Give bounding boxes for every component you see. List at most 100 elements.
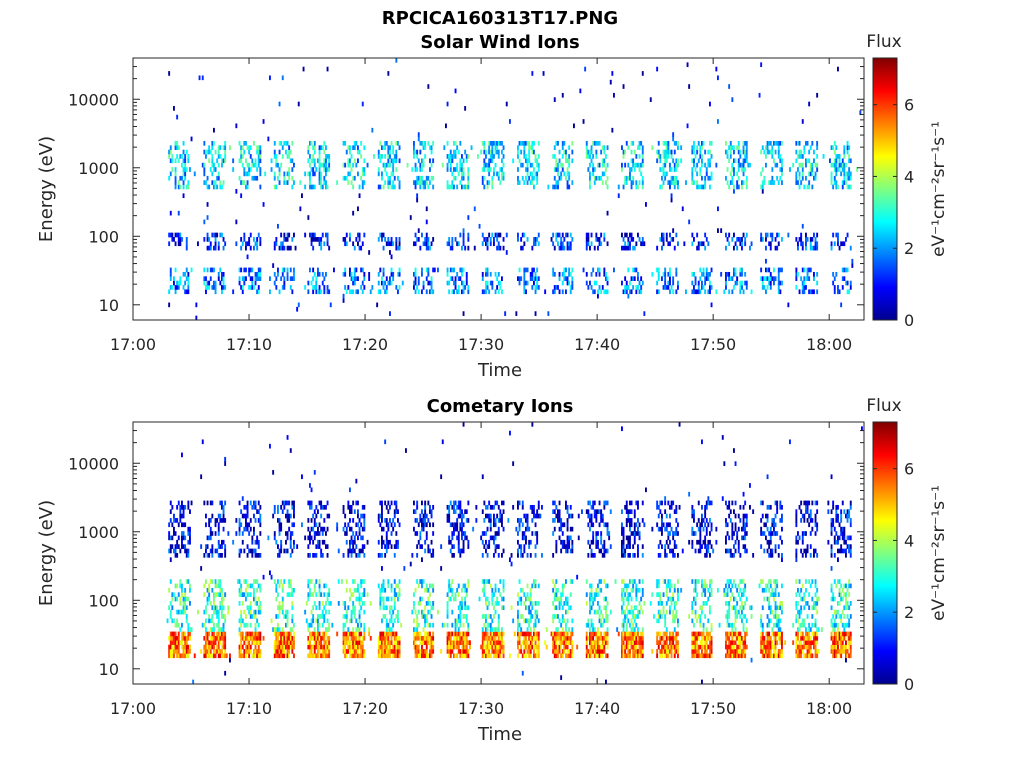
heatmap-cell: [291, 627, 294, 632]
heatmap-cell: [451, 640, 454, 645]
heatmap-cell: [592, 289, 595, 295]
heatmap-cell: [329, 302, 332, 308]
heatmap-cell: [315, 640, 318, 645]
heatmap-cell: [537, 640, 540, 645]
heatmap-cell: [347, 605, 350, 611]
heatmap-cell: [531, 285, 534, 290]
heatmap-cell: [221, 609, 223, 615]
heatmap-cell: [432, 622, 435, 628]
heatmap-cell: [805, 158, 807, 164]
heatmap-cell: [344, 522, 347, 528]
heatmap-cell: [517, 631, 519, 637]
y-tick-label: 10: [99, 296, 119, 315]
heatmap-cell: [216, 583, 219, 589]
heatmap-cell: [760, 276, 763, 281]
heatmap-cell: [313, 184, 316, 190]
heatmap-cell: [216, 158, 219, 164]
heatmap-cell: [174, 140, 177, 146]
heatmap-cell: [704, 175, 707, 181]
heatmap-cell: [590, 145, 593, 150]
heatmap-cell: [315, 592, 318, 597]
heatmap-cell: [552, 531, 555, 536]
heatmap-cell: [203, 653, 206, 659]
heatmap-cell: [353, 635, 356, 641]
heatmap-cell: [256, 631, 259, 637]
heatmap-cell: [416, 644, 419, 650]
heatmap-cell: [416, 193, 419, 199]
heatmap-cell: [461, 175, 463, 181]
heatmap-cell: [256, 587, 259, 593]
heatmap-cell: [190, 136, 193, 142]
heatmap-cell: [246, 649, 249, 654]
heatmap-cell: [677, 241, 679, 247]
heatmap-cell: [424, 539, 427, 545]
heatmap-cell: [537, 644, 540, 650]
heatmap-cell: [358, 518, 361, 523]
heatmap-cell: [259, 553, 262, 558]
heatmap-cell: [529, 145, 532, 150]
heatmap-cell: [251, 614, 254, 619]
heatmap-cell: [425, 522, 428, 528]
heatmap-cell: [497, 149, 500, 155]
heatmap-cell: [512, 618, 515, 624]
heatmap-cell: [358, 245, 361, 251]
heatmap-cell: [318, 522, 321, 528]
heatmap-cell: [421, 614, 423, 619]
heatmap-cell: [453, 149, 455, 155]
heatmap-cell: [203, 280, 206, 286]
heatmap-cell: [637, 162, 639, 168]
heatmap-cell: [518, 158, 521, 164]
heatmap-cell: [235, 241, 238, 247]
heatmap-cell: [525, 526, 527, 532]
heatmap-cell: [768, 241, 771, 247]
heatmap-cell: [347, 145, 350, 150]
heatmap-cell: [526, 631, 529, 637]
heatmap-cell: [449, 184, 452, 190]
heatmap-cell: [843, 180, 846, 185]
heatmap-cell: [245, 526, 247, 532]
heatmap-cell: [600, 175, 603, 181]
heatmap-cell: [488, 500, 491, 506]
heatmap-cell: [603, 267, 606, 273]
heatmap-cell: [525, 631, 527, 637]
heatmap-cell: [717, 119, 719, 124]
heatmap-cell: [397, 271, 399, 277]
heatmap-cell: [486, 553, 489, 558]
heatmap-cell: [187, 579, 190, 584]
heatmap-cell: [457, 631, 460, 637]
heatmap-cell: [501, 167, 503, 172]
heatmap-cell: [414, 289, 417, 295]
heatmap-cell: [278, 640, 281, 645]
heatmap-cell: [185, 596, 188, 602]
heatmap-cell: [808, 149, 811, 155]
heatmap-cell: [417, 622, 420, 628]
heatmap-cell: [382, 162, 385, 168]
heatmap-cell: [414, 149, 417, 155]
heatmap-cell: [187, 500, 190, 506]
heatmap-cell: [169, 635, 172, 641]
heatmap-cell: [499, 509, 502, 514]
heatmap-cell: [248, 640, 251, 645]
heatmap-cell: [446, 140, 449, 146]
heatmap-cell: [568, 271, 571, 277]
heatmap-cell: [555, 635, 558, 641]
heatmap-cell: [344, 241, 347, 247]
heatmap-cell: [419, 140, 422, 146]
heatmap-cell: [421, 158, 423, 164]
heatmap-cell: [624, 149, 627, 155]
heatmap-cell: [771, 145, 774, 150]
heatmap-cell: [424, 145, 427, 150]
heatmap-cell: [389, 280, 391, 286]
heatmap-cell: [710, 154, 713, 159]
heatmap-cell: [552, 631, 555, 637]
heatmap-cell: [499, 285, 502, 290]
heatmap-cell: [521, 553, 524, 558]
heatmap-cell: [358, 232, 361, 238]
heatmap-cell: [238, 158, 241, 164]
heatmap-cell: [275, 640, 278, 645]
heatmap-cell: [603, 232, 606, 238]
heatmap-cell: [533, 504, 535, 510]
heatmap-cell: [533, 627, 535, 632]
panel-1-title: Solar Wind Ions: [420, 32, 579, 53]
heatmap-cell: [672, 175, 675, 181]
